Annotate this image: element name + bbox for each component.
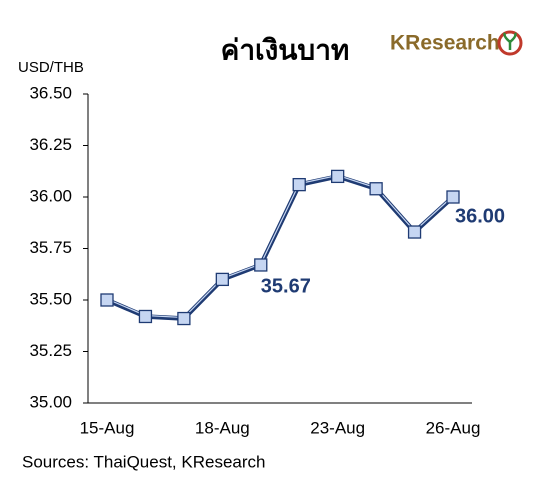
x-tick-label: 26-Aug	[426, 418, 481, 437]
marker	[292, 177, 306, 192]
marker	[100, 293, 114, 307]
data-label: 36.00	[455, 205, 505, 227]
x-tick-label: 18-Aug	[195, 418, 250, 437]
y-tick-label: 36.25	[29, 135, 72, 154]
x-tick-label: 23-Aug	[310, 418, 365, 437]
y-tick-label: 35.00	[29, 392, 72, 411]
y-axis-label: USD/THB	[18, 59, 84, 76]
marker	[177, 311, 191, 326]
marker	[331, 169, 345, 184]
y-tick-label: 35.25	[29, 341, 72, 360]
brand-icon	[497, 30, 523, 56]
marker	[407, 225, 422, 239]
data-label: 35.67	[261, 275, 311, 297]
x-tick-label: 15-Aug	[80, 418, 135, 437]
source-note: Sources: ThaiQuest, KResearch	[22, 452, 265, 471]
y-tick-label: 36.50	[29, 83, 72, 102]
marker	[369, 182, 383, 196]
brand-logo: KResearch	[390, 32, 500, 55]
y-tick-label: 36.00	[29, 186, 72, 205]
marker	[254, 258, 268, 272]
y-tick-label: 35.75	[29, 238, 72, 257]
marker	[215, 272, 229, 287]
chart-title: ค่าเงินบาท	[221, 34, 350, 65]
series-line-highlight	[106, 174, 454, 319]
marker	[446, 190, 460, 204]
y-tick-label: 35.50	[29, 289, 72, 308]
marker	[138, 309, 153, 324]
